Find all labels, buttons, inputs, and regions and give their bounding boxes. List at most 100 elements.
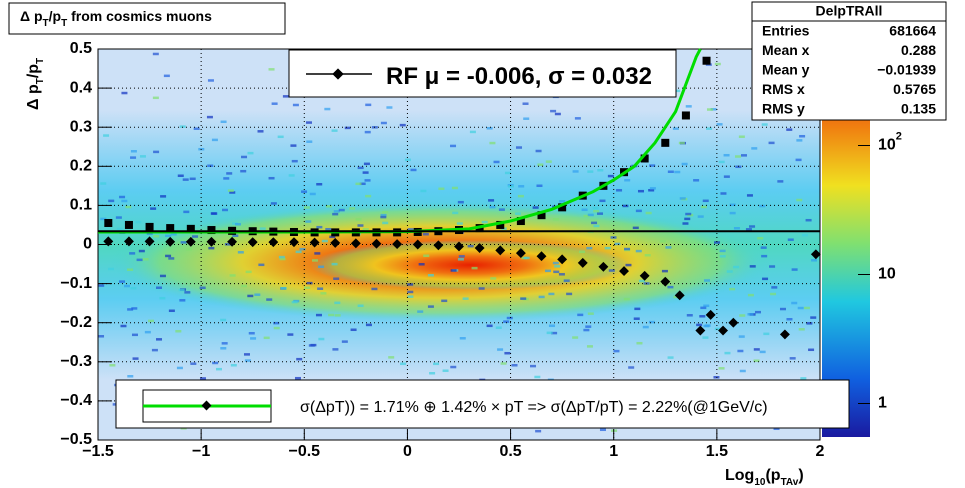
y-tick-label: −0.2: [60, 314, 92, 331]
heat-cell: [364, 130, 371, 134]
heat-cell: [661, 269, 668, 273]
heat-cell: [306, 140, 313, 143]
heat-cell: [165, 234, 172, 238]
label-part: TAv: [781, 477, 799, 488]
heat-cell: [648, 320, 655, 324]
heat-cell: [523, 117, 530, 120]
heat-cell: [407, 290, 414, 294]
heat-cell: [220, 347, 227, 350]
mean-point: [454, 241, 464, 252]
heat-cell: [586, 345, 593, 348]
stat-value: −0.01939: [877, 62, 936, 78]
heat-cell: [325, 227, 332, 231]
label-part: T: [35, 58, 46, 64]
heat-cell: [635, 249, 642, 253]
heat-cell: [152, 52, 159, 56]
heat-cell: [229, 191, 236, 194]
mean-point: [392, 239, 403, 250]
heat-cell: [98, 284, 105, 287]
heat-cell: [163, 74, 170, 78]
heat-cell: [333, 277, 340, 280]
heat-cell: [184, 291, 191, 294]
y-tick-label: −0.1: [60, 275, 92, 292]
rms-point: [145, 222, 154, 231]
heat-cell: [667, 285, 674, 289]
heat-cell: [753, 359, 760, 362]
heat-cell: [220, 120, 227, 124]
heat-cell: [332, 348, 339, 351]
heat-cell: [299, 247, 306, 251]
heat-cell: [672, 127, 679, 130]
label-part: Log: [725, 467, 754, 484]
heat-cell: [241, 155, 248, 159]
heat-cell: [558, 273, 565, 276]
mean-point: [103, 236, 114, 247]
heat-cell: [334, 301, 341, 305]
heat-cell: [761, 254, 768, 258]
heat-cell: [341, 340, 348, 343]
heat-cell: [585, 325, 592, 328]
heat-cell: [763, 332, 770, 336]
heat-cell: [682, 222, 689, 225]
heat-cell: [702, 336, 709, 339]
heat-cell: [681, 162, 688, 166]
heat-cell: [520, 297, 527, 300]
heat-cell: [729, 287, 736, 291]
heat-cell: [548, 324, 555, 328]
heat-cell: [179, 125, 186, 128]
z-tick-label: 10: [878, 266, 896, 283]
heat-cell: [248, 331, 255, 335]
heat-cell: [176, 366, 183, 370]
rms-point: [516, 217, 525, 226]
heat-cell: [208, 246, 215, 250]
heat-cell: [144, 330, 151, 334]
heat-cell: [703, 279, 710, 282]
heat-cell: [98, 335, 105, 338]
heat-cell: [355, 218, 362, 221]
heat-cell: [723, 175, 730, 178]
heat-cell: [407, 228, 414, 231]
heat-cell: [282, 95, 289, 98]
heat-cell: [628, 366, 635, 369]
heat-cell: [779, 307, 786, 311]
x-axis-label: Log10(pTAv): [725, 467, 804, 488]
heat-cell: [229, 274, 236, 277]
heat-cell: [607, 174, 614, 178]
heat-cell: [659, 240, 666, 243]
heat-cell: [365, 103, 372, 107]
heat-cell: [240, 284, 247, 288]
heat-cell: [240, 169, 247, 173]
heat-cell: [268, 68, 275, 71]
heat-cell: [292, 103, 299, 107]
heat-cell: [534, 375, 541, 379]
heat-cell: [587, 312, 594, 315]
x-tick-label: 0.5: [499, 443, 521, 460]
heat-cell: [703, 324, 710, 328]
stat-value: 0.288: [901, 42, 936, 58]
heat-cell: [729, 203, 736, 207]
heat-cell: [121, 91, 128, 95]
mean-point: [350, 238, 361, 249]
z-tick-base: 1: [878, 395, 887, 412]
heat-cell: [623, 297, 630, 301]
rms-point: [558, 203, 567, 212]
heat-cell: [220, 318, 227, 322]
heat-cell: [471, 266, 478, 270]
heat-cell: [305, 121, 312, 124]
heat-cell: [498, 208, 505, 211]
heat-cell: [301, 190, 308, 193]
rms-point: [661, 138, 670, 147]
heat-cell: [481, 220, 488, 224]
heat-cell: [153, 235, 160, 238]
heat-cell: [130, 150, 137, 153]
mean-point: [728, 317, 739, 328]
heat-cell: [177, 174, 184, 177]
heat-cell: [423, 254, 430, 258]
heat-cell: [500, 362, 507, 365]
heat-cell: [382, 221, 389, 225]
heat-cell: [796, 198, 803, 202]
x-tick-label: 1: [609, 443, 618, 460]
heat-cell: [438, 187, 445, 191]
heat-cell: [714, 241, 721, 244]
z-tick-label: 1: [878, 395, 887, 412]
